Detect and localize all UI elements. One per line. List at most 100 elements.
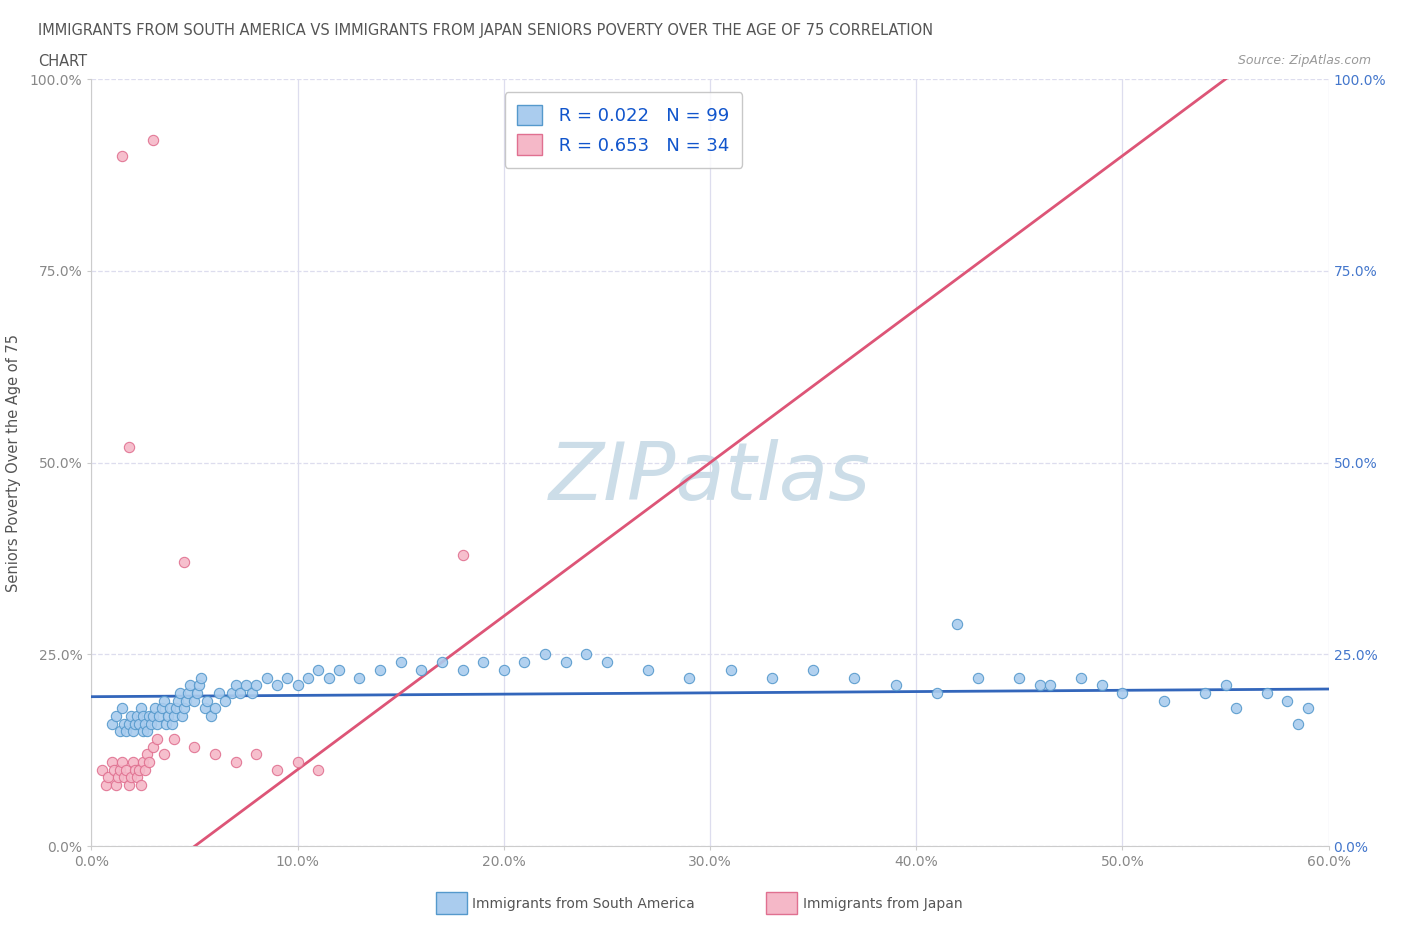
Point	[1286, 716, 1309, 731]
Point	[183, 693, 205, 708]
Point	[186, 685, 208, 700]
Text: Immigrants from Japan: Immigrants from Japan	[803, 897, 963, 911]
Point	[235, 678, 257, 693]
Point	[1194, 685, 1216, 700]
Point	[132, 754, 155, 769]
Point	[115, 763, 138, 777]
Point	[287, 754, 309, 769]
Point	[132, 709, 155, 724]
Point	[173, 701, 195, 716]
Point	[117, 716, 139, 731]
Point	[1008, 670, 1031, 684]
Point	[121, 724, 143, 738]
Point	[148, 709, 170, 724]
Point	[245, 678, 267, 693]
Point	[117, 440, 139, 455]
Point	[125, 709, 148, 724]
Point	[1215, 678, 1237, 693]
Point	[136, 724, 159, 738]
Point	[229, 685, 252, 700]
Point	[596, 655, 619, 670]
Text: IMMIGRANTS FROM SOUTH AMERICA VS IMMIGRANTS FROM JAPAN SENIORS POVERTY OVER THE : IMMIGRANTS FROM SOUTH AMERICA VS IMMIGRA…	[38, 23, 934, 38]
Point	[200, 709, 222, 724]
Point	[761, 670, 783, 684]
Point	[101, 754, 124, 769]
Point	[124, 716, 146, 731]
Point	[194, 701, 217, 716]
Point	[111, 149, 134, 164]
Point	[1111, 685, 1133, 700]
Point	[138, 709, 160, 724]
Point	[132, 724, 155, 738]
Point	[143, 701, 166, 716]
Point	[134, 763, 156, 777]
Point	[101, 716, 124, 731]
Point	[1256, 685, 1278, 700]
Point	[110, 724, 132, 738]
Point	[120, 770, 142, 785]
Point	[142, 739, 165, 754]
Point	[167, 693, 190, 708]
Point	[1029, 678, 1052, 693]
Point	[174, 693, 197, 708]
Point	[97, 770, 120, 785]
Point	[946, 617, 969, 631]
Point	[1153, 693, 1175, 708]
Point	[125, 770, 148, 785]
Point	[120, 709, 142, 724]
Point	[129, 777, 152, 792]
Point	[1039, 678, 1062, 693]
Point	[925, 685, 948, 700]
Text: CHART: CHART	[38, 54, 87, 69]
Point	[368, 662, 391, 677]
Point	[637, 662, 659, 677]
Point	[142, 709, 165, 724]
Point	[214, 693, 236, 708]
Point	[276, 670, 298, 684]
Point	[115, 724, 138, 738]
Point	[513, 655, 536, 670]
Point	[1225, 701, 1247, 716]
Point	[111, 701, 134, 716]
Point	[492, 662, 515, 677]
Point	[349, 670, 371, 684]
Point	[128, 716, 150, 731]
Point	[451, 662, 474, 677]
Point	[117, 777, 139, 792]
Point	[141, 716, 163, 731]
Point	[318, 670, 340, 684]
Point	[142, 133, 165, 148]
Point	[430, 655, 453, 670]
Point	[179, 678, 201, 693]
Point	[112, 770, 135, 785]
Point	[266, 763, 288, 777]
Point	[389, 655, 412, 670]
Point	[720, 662, 742, 677]
Point	[183, 739, 205, 754]
Point	[287, 678, 309, 693]
Point	[121, 754, 143, 769]
Point	[266, 678, 288, 693]
Point	[195, 693, 218, 708]
Point	[107, 770, 129, 785]
Point	[172, 709, 194, 724]
Point	[146, 716, 169, 731]
Point	[678, 670, 700, 684]
Point	[190, 670, 212, 684]
Point	[307, 662, 329, 677]
Point	[1296, 701, 1319, 716]
Point	[128, 763, 150, 777]
Point	[163, 709, 186, 724]
Point	[297, 670, 319, 684]
Point	[156, 709, 179, 724]
Point	[208, 685, 231, 700]
Text: ZIPatlas: ZIPatlas	[548, 439, 872, 517]
Point	[1070, 670, 1092, 684]
Point	[160, 716, 183, 731]
Point	[129, 701, 152, 716]
Point	[152, 693, 174, 708]
Point	[169, 685, 191, 700]
Y-axis label: Seniors Poverty Over the Age of 75: Seniors Poverty Over the Age of 75	[7, 334, 21, 591]
Point	[152, 747, 174, 762]
Point	[328, 662, 350, 677]
